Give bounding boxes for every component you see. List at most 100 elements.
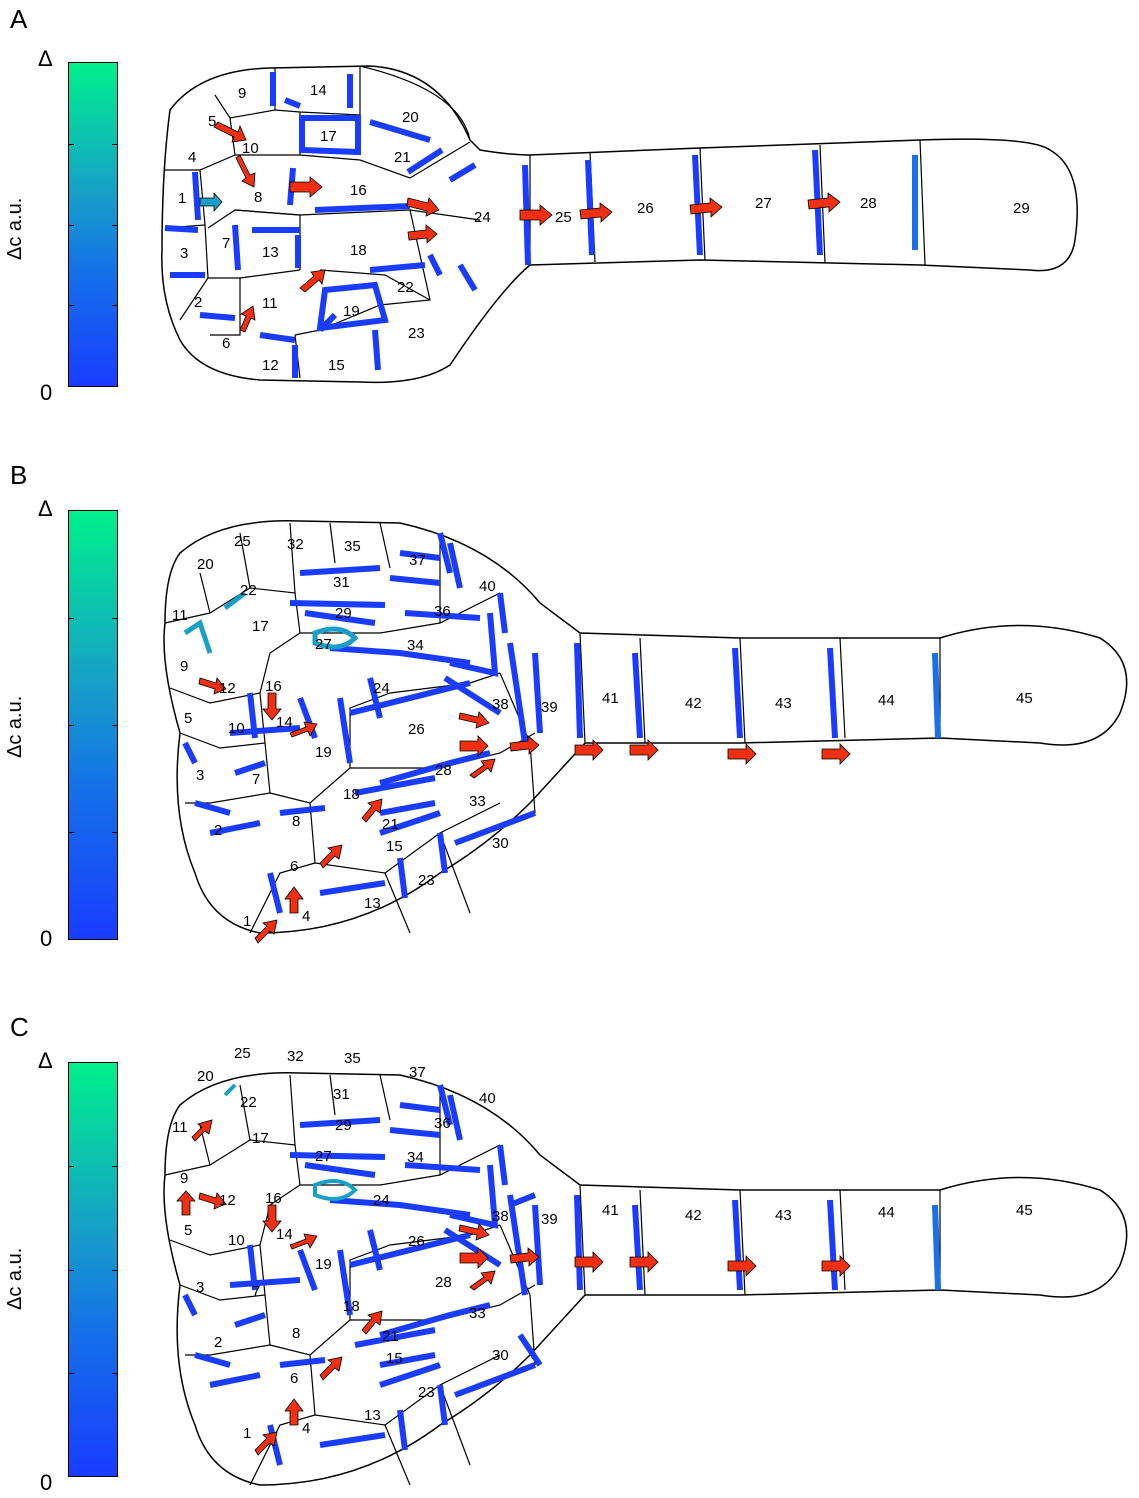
cell-label: 16 xyxy=(350,182,367,199)
cell-label: 22 xyxy=(397,279,414,296)
cell-label: 6 xyxy=(290,858,298,875)
cell-label: 11 xyxy=(262,295,278,312)
cell-label: 44 xyxy=(878,1204,895,1221)
colorbar-tick xyxy=(69,832,74,833)
cell-label: 20 xyxy=(197,556,214,573)
tissue-diagram-a: 1 2 3 4 5 6 7 8 9 10 11 12 13 14 15 16 1… xyxy=(161,65,1078,384)
colorbar-tick xyxy=(112,832,117,833)
cell-label: 1 xyxy=(243,1425,251,1442)
cell-label: 41 xyxy=(602,690,619,707)
cell-label: 28 xyxy=(860,195,877,212)
cell-label: 5 xyxy=(184,1222,192,1239)
cell-label: 2 xyxy=(214,822,222,839)
cell-label: 19 xyxy=(315,744,332,761)
panel-a: A Δ 0 Δc a.u. xyxy=(0,0,1139,410)
panel-letter: B xyxy=(10,460,28,490)
colorbar-tick xyxy=(69,1372,74,1374)
cell-label: 24 xyxy=(474,209,491,226)
cell-label: 8 xyxy=(292,1325,300,1342)
cell-label: 1 xyxy=(243,913,251,930)
cell-label: 29 xyxy=(335,605,352,622)
colorbar-bottom-label: 0 xyxy=(40,380,53,405)
cell-label: 17 xyxy=(252,1130,269,1147)
cell-label: 10 xyxy=(228,720,245,737)
cell-label: 18 xyxy=(350,242,367,259)
tissue-diagram-b: 1 2 3 4 5 6 7 8 9 10 11 12 13 14 15 16 1… xyxy=(163,520,1128,944)
cell-label: 2 xyxy=(214,1334,222,1351)
cell-label: 32 xyxy=(287,1048,304,1065)
cell-label: 42 xyxy=(685,1207,702,1224)
cell-label: 23 xyxy=(418,872,435,889)
cell-label: 4 xyxy=(188,149,196,166)
cell-label: 7 xyxy=(222,235,230,252)
colorbar-bottom-label: 0 xyxy=(40,1470,53,1495)
cell-label: 36 xyxy=(434,1115,451,1132)
cell-label: 25 xyxy=(234,533,251,550)
cell-label: 18 xyxy=(343,1298,360,1315)
cell-label: 13 xyxy=(364,895,381,912)
colorbar-bottom-label: 0 xyxy=(40,926,53,951)
cell-label: 13 xyxy=(364,1407,381,1424)
cell-label: 3 xyxy=(196,767,204,784)
tissue-outline xyxy=(163,1072,1128,1486)
cell-label: 10 xyxy=(228,1232,245,1249)
cell-label: 35 xyxy=(344,1050,361,1067)
cell-label: 27 xyxy=(315,636,332,653)
colorbar-tick xyxy=(112,1269,117,1271)
cell-label: 8 xyxy=(292,813,300,830)
cell-label: 23 xyxy=(408,325,425,342)
cell-label: 43 xyxy=(775,1207,792,1224)
cell-label: 16 xyxy=(265,1190,282,1207)
cell-label: 28 xyxy=(435,762,452,779)
colorbar-tick xyxy=(112,224,117,226)
cell-label: 10 xyxy=(242,140,259,157)
tissue-diagram-c: 1 2 3 4 5 6 7 8 9 10 11 12 13 14 15 16 1… xyxy=(163,1045,1128,1486)
cell-label: 12 xyxy=(219,1192,236,1209)
cell-label: 21 xyxy=(382,816,399,833)
cell-label: 44 xyxy=(878,692,895,709)
colorbar-axis-label: Δc a.u. xyxy=(4,1247,26,1310)
cell-label: 38 xyxy=(492,696,509,713)
colorbar-tick xyxy=(112,618,117,619)
cell-label: 7 xyxy=(252,1283,260,1300)
panel-letter: A xyxy=(10,4,28,34)
cell-label: 28 xyxy=(435,1274,452,1291)
cell-label: 39 xyxy=(541,699,558,716)
cell-label: 30 xyxy=(492,1347,509,1364)
cell-label: 6 xyxy=(222,335,230,352)
colorbar-tick xyxy=(69,618,74,619)
colorbar-tick xyxy=(69,224,74,226)
cell-label: 24 xyxy=(373,1192,390,1209)
colorbar-axis-label: Δc a.u. xyxy=(4,695,26,758)
cell-label: 33 xyxy=(469,793,486,810)
cell-label: 20 xyxy=(402,109,419,126)
cell-label: 29 xyxy=(1013,200,1030,217)
cell-label: 14 xyxy=(276,1226,293,1243)
cell-label: 36 xyxy=(434,603,451,620)
cell-label: 25 xyxy=(555,209,572,226)
cell-label: 5 xyxy=(208,113,216,130)
colorbar-tick xyxy=(112,725,117,726)
cell-label: 21 xyxy=(382,1328,399,1345)
cell-label: 19 xyxy=(315,1256,332,1273)
cell-label: 45 xyxy=(1016,1202,1033,1219)
cell-label: 21 xyxy=(394,149,411,166)
cell-label: 13 xyxy=(262,244,279,261)
cell-label: 9 xyxy=(180,1170,188,1187)
cell-label: 30 xyxy=(492,835,509,852)
cell-label: 22 xyxy=(240,1094,257,1111)
cell-label: 12 xyxy=(219,680,236,697)
cell-label: 27 xyxy=(755,195,772,212)
cell-label: 22 xyxy=(240,582,257,599)
colorbar-axis-label: Δc a.u. xyxy=(4,197,26,260)
cell-label: 9 xyxy=(180,658,188,675)
colorbar xyxy=(68,1062,118,1477)
cell-label: 15 xyxy=(386,1350,403,1367)
cell-label: 2 xyxy=(194,294,202,311)
colorbar-tick xyxy=(69,305,74,307)
cell-label: 3 xyxy=(196,1279,204,1296)
cell-label: 15 xyxy=(386,838,403,855)
colorbar-tick xyxy=(112,305,117,307)
cell-label: 40 xyxy=(479,1090,496,1107)
cell-label: 15 xyxy=(328,357,345,374)
